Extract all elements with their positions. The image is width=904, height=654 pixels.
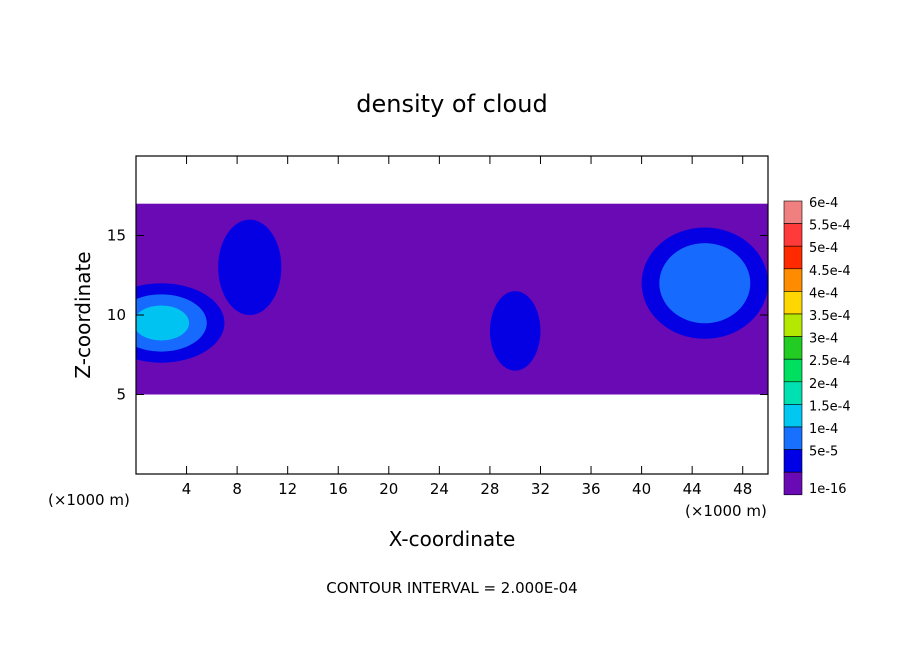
legend-label: 5e-4: [809, 241, 838, 256]
x-tick-label: 36: [581, 480, 600, 498]
legend-swatch: [783, 336, 803, 360]
y-tick-label: 15: [107, 227, 126, 245]
legend-swatch: [783, 245, 803, 270]
legend-swatch: [783, 268, 803, 292]
legend-swatch: [783, 381, 803, 405]
cloud-blob-mid-tower-5e-5: [489, 291, 541, 371]
legend-swatch: [783, 471, 803, 496]
chart-title: density of cloud: [356, 90, 547, 118]
y-axis-ticks: 5 10 15: [107, 227, 768, 404]
legend-label: 3.5e-4: [809, 309, 851, 324]
legend-label: 5e-5: [809, 445, 838, 460]
legend-label: 1e-16: [809, 482, 847, 497]
cloud-blob-right-cloud-1e-4: [659, 243, 751, 324]
x-tick-label: 20: [379, 480, 398, 498]
x-tick-label: 12: [278, 480, 297, 498]
y-tick-label: 10: [107, 306, 126, 324]
legend-swatch: [783, 291, 803, 315]
legend-label: 5.5e-4: [809, 219, 851, 234]
x-tick-label: 8: [232, 480, 242, 498]
legend-swatch: [783, 404, 803, 428]
legend-label: 1e-4: [809, 422, 838, 437]
legend-swatch: [783, 223, 803, 247]
x-tick-label: 32: [531, 480, 550, 498]
legend-swatch: [783, 426, 803, 450]
legend-swatch: [783, 358, 803, 383]
legend-label: 6e-4: [809, 196, 838, 211]
x-unit-right: (×1000 m): [685, 502, 767, 520]
y-tick-label: 5: [116, 386, 126, 404]
cloud-density-field: [136, 203, 768, 395]
x-tick-label: 4: [182, 480, 192, 498]
legend-label: 4.5e-4: [809, 264, 851, 279]
x-unit-left: (×1000 m): [48, 491, 130, 509]
x-tick-label: 48: [733, 480, 752, 498]
contour-interval-note: CONTOUR INTERVAL = 2.000E-04: [326, 579, 577, 597]
x-tick-label: 44: [683, 480, 702, 498]
legend-label: 3e-4: [809, 332, 838, 347]
legend-label: 2.5e-4: [809, 354, 851, 369]
cloud-blob-left-tower-5e-5: [218, 219, 282, 315]
legend-label: 1.5e-4: [809, 399, 851, 414]
legend-swatch: [783, 449, 803, 473]
x-axis-ticks: 4 8 12 16 20 24 28 32 36 40 44 48: [182, 156, 752, 498]
color-legend: 6e-4 5.5e-4 5e-4 4.5e-4 4e-4 3.5e-4 3e-4 2.5e-4…: [783, 196, 851, 497]
x-tick-label: 16: [329, 480, 348, 498]
x-tick-label: 28: [480, 480, 499, 498]
legend-label: 4e-4: [809, 286, 838, 301]
x-tick-label: 40: [632, 480, 651, 498]
cloud-blob-left-core-1.5e-4: [136, 305, 190, 341]
x-tick-label: 24: [430, 480, 449, 498]
legend-swatch: [783, 313, 803, 337]
x-axis-label: X-coordinate: [389, 527, 516, 551]
legend-label: 2e-4: [809, 377, 838, 392]
y-axis-label: Z-coordinate: [71, 251, 95, 378]
legend-swatch: [783, 200, 803, 224]
